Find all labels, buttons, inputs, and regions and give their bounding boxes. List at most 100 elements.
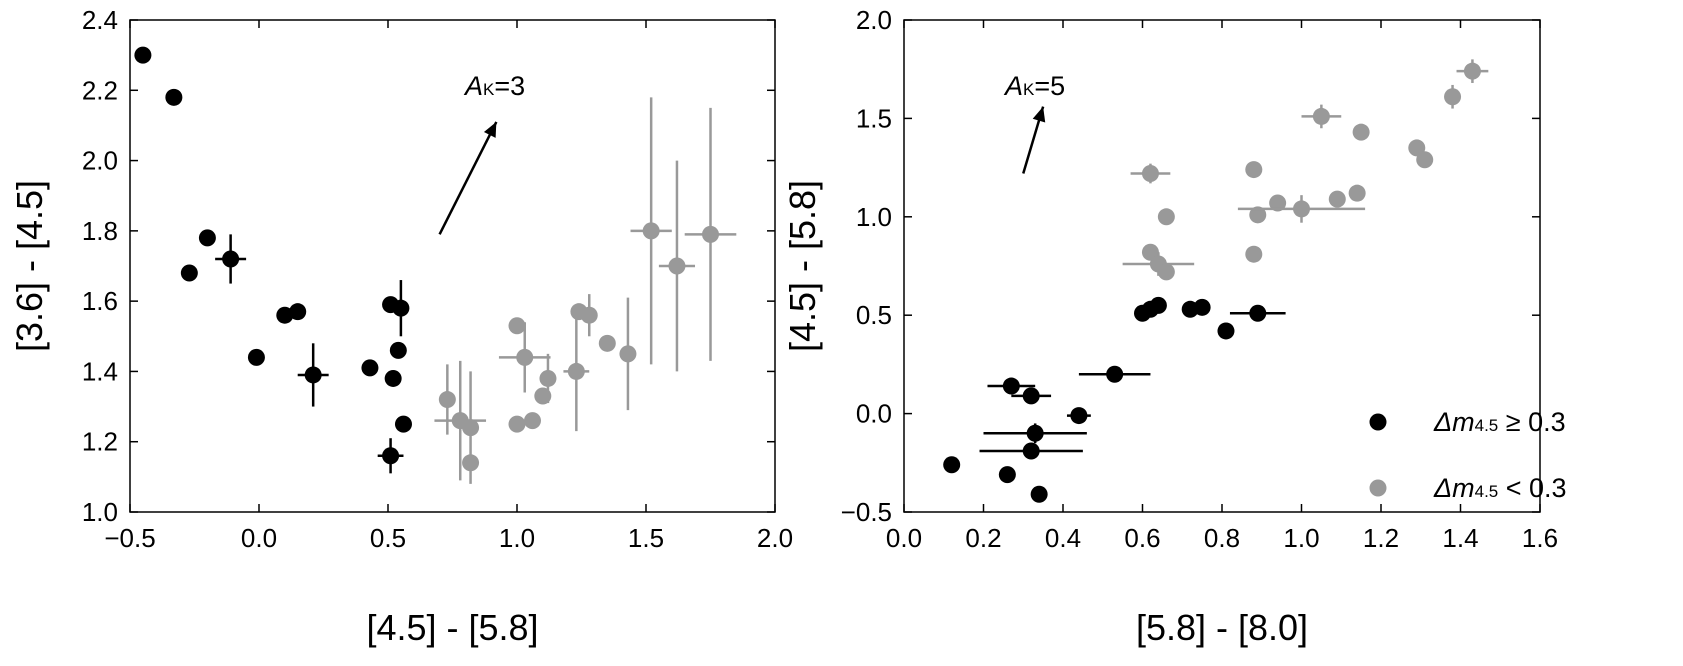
legend-symbol: Δm [1433, 473, 1475, 503]
y-tick-label: 2.2 [82, 75, 118, 105]
reddening-arrow-head [483, 121, 497, 138]
data-point [567, 362, 585, 380]
data-point [1245, 161, 1263, 179]
data-point [134, 46, 152, 64]
data-point [247, 348, 265, 366]
data-point [1026, 424, 1044, 442]
data-point [516, 348, 534, 366]
y-tick-label: 2.0 [82, 146, 118, 176]
y-tick-label: 1.8 [82, 216, 118, 246]
data-point [508, 317, 526, 335]
y-tick-label: 0.5 [856, 300, 892, 330]
x-tick-label: 1.2 [1363, 523, 1399, 553]
x-tick-label: 1.5 [628, 523, 664, 553]
y-tick-label: −0.5 [841, 497, 892, 527]
x-tick-label: 1.0 [1283, 523, 1319, 553]
series-gray [1122, 59, 1489, 281]
legend-label: Δm4.5 < 0.3 [1433, 473, 1567, 503]
data-point [702, 225, 719, 243]
data-point [1444, 88, 1462, 106]
y-tick-label: 1.2 [82, 427, 118, 457]
reddening-label: AK=3 [463, 71, 525, 101]
data-point [1002, 377, 1020, 395]
data-point [1022, 442, 1040, 460]
reddening-label-symbol: A [1003, 71, 1023, 101]
data-point [539, 369, 557, 387]
data-point [598, 334, 616, 352]
y-tick-label: 2.4 [82, 5, 118, 35]
data-point [998, 466, 1016, 484]
reddening-label-value: =3 [494, 71, 525, 101]
data-point [382, 447, 400, 465]
chart-panel-2: 0.0 0.2 0.4 0.6 0.8 1.0 1.2 1.4 1.6−0.50.00.51.0… [782, 5, 1567, 648]
y-axis-label: [4.5] - [5.8] [782, 180, 823, 352]
y-tick-label: 1.6 [82, 286, 118, 316]
data-point [1245, 245, 1263, 263]
legend-label: Δm4.5 ≥ 0.3 [1433, 407, 1566, 437]
x-tick-label: 1.0 [499, 523, 535, 553]
data-point [1106, 365, 1124, 383]
legend-marker [1369, 413, 1387, 431]
legend-threshold: < 0.3 [1498, 473, 1566, 503]
x-tick-label: 1.4 [1442, 523, 1478, 553]
x-tick-label: 0.6 [1124, 523, 1160, 553]
y-tick-label: 1.0 [82, 497, 118, 527]
reddening-arrow-shaft [438, 121, 498, 235]
data-point [1249, 304, 1267, 322]
data-point [289, 303, 307, 321]
data-point [1463, 62, 1481, 80]
data-point [1312, 107, 1330, 125]
data-point [1157, 263, 1175, 281]
series-black [943, 296, 1286, 503]
x-tick-label: 0.0 [886, 523, 922, 553]
data-point [165, 88, 183, 106]
y-tick-label: 2.0 [856, 5, 892, 35]
legend-threshold: ≥ 0.3 [1498, 407, 1565, 437]
data-point [619, 345, 637, 363]
data-point [180, 264, 198, 282]
x-tick-label: 1.6 [1522, 523, 1558, 553]
x-tick-label: 0.4 [1045, 523, 1081, 553]
legend-symbol: Δm [1433, 407, 1475, 437]
data-point [580, 306, 598, 324]
data-point [943, 456, 961, 474]
data-point [642, 222, 660, 240]
x-tick-label: 0.5 [370, 523, 406, 553]
legend-marker [1369, 479, 1387, 497]
reddening-label-symbol: A [463, 71, 483, 101]
x-tick-label: 0.0 [241, 523, 277, 553]
x-tick-label: −0.5 [104, 523, 155, 553]
data-point [668, 257, 686, 275]
chart-panel-1: −0.5 0.0 0.5 1.0 1.5 2.0 1.0 1.2 1.4 1.6 1.8 2.0 2.2… [9, 5, 793, 648]
reddening-arrow-head [1032, 106, 1046, 123]
x-tick-label: 0.2 [965, 523, 1001, 553]
y-axis-label: [3.6] - [4.5] [9, 180, 50, 352]
data-point [1348, 184, 1366, 202]
data-point [392, 299, 410, 317]
data-point [361, 359, 379, 377]
series-gray [434, 97, 737, 484]
data-point [1269, 194, 1287, 212]
x-axis-label: [5.8] - [8.0] [1136, 607, 1308, 648]
data-point [304, 366, 322, 384]
data-point [1416, 151, 1434, 169]
y-tick-label: 1.4 [82, 356, 118, 386]
legend-subscript: 4.5 [1475, 416, 1499, 435]
x-tick-label: 0.8 [1204, 523, 1240, 553]
reddening-label: AK=5 [1003, 71, 1065, 101]
reddening-label-value: =5 [1034, 71, 1065, 101]
data-point [1193, 298, 1211, 316]
data-point [1217, 322, 1235, 340]
data-point [198, 229, 216, 247]
data-point [394, 415, 412, 433]
series-black [134, 46, 412, 474]
data-point [1157, 208, 1175, 226]
data-point [276, 306, 294, 324]
data-point [1070, 407, 1088, 425]
reddening-label-subscript: K [483, 80, 495, 99]
plot-frame [129, 19, 776, 513]
x-axis-label: [4.5] - [5.8] [366, 607, 538, 648]
data-point [462, 419, 480, 437]
